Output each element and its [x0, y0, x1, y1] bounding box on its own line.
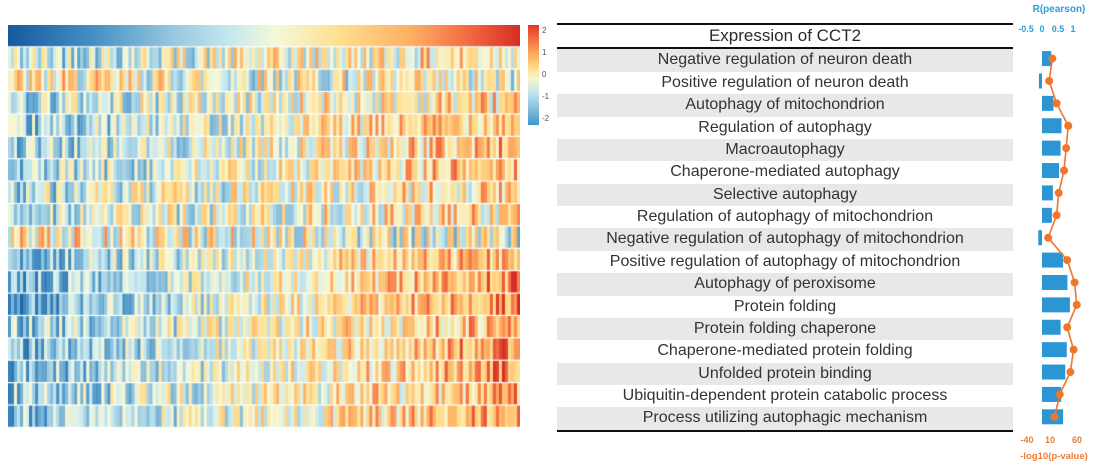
- pvalue-dot: [1069, 345, 1078, 354]
- pearson-bar: [1042, 207, 1052, 223]
- pvalue-dot: [1064, 121, 1073, 130]
- pearson-bar: [1042, 140, 1061, 156]
- colorbar-tick: -2: [542, 114, 550, 123]
- axis-tick: 60: [1071, 435, 1083, 445]
- pathway-label: Autophagy of peroxisome: [557, 273, 1013, 296]
- pathway-label: Chaperone-mediated protein folding: [657, 342, 913, 360]
- pvalue-dot: [1050, 412, 1059, 421]
- pearson-bar: [1042, 319, 1061, 335]
- pvalue-dot: [1063, 323, 1072, 332]
- pearson-bar: [1042, 118, 1062, 134]
- axis-tick: 10: [1044, 435, 1056, 445]
- pathway-label: Protein folding chaperone: [557, 317, 1013, 341]
- pearson-bar: [1042, 163, 1060, 179]
- pvalue-dot: [1060, 166, 1069, 175]
- pvalue-dot: [1055, 390, 1064, 399]
- pvalue-dot: [1070, 278, 1079, 287]
- pathway-label: Ubiquitin-dependent protein catabolic pr…: [622, 387, 948, 405]
- pathway-label: Autophagy of mitochondrion: [557, 94, 1013, 117]
- heatmap-colorbar: [528, 25, 539, 125]
- colorbar-tick: -1: [542, 92, 550, 101]
- axis-tick: 0.5: [1051, 24, 1065, 34]
- pvalue-dot: [1044, 233, 1053, 242]
- pearson-bar: [1042, 185, 1053, 201]
- pvalue-dot: [1048, 54, 1057, 63]
- axis-tick: -40: [1020, 435, 1034, 445]
- pathway-term-list: Negative regulation of neuron death Posit…: [557, 49, 1013, 430]
- pearson-axis-title: R(pearson): [1032, 4, 1086, 15]
- colorbar-tick-labels: 2 1 0 -1 -2: [542, 25, 558, 125]
- pearson-axis-ticks: -0.5 0 0.5 1: [1018, 24, 1098, 37]
- pearson-bar: [1042, 274, 1068, 290]
- pvalue-dot: [1052, 211, 1061, 220]
- pvalue-axis-ticks: -40 10 60: [1020, 436, 1098, 448]
- pearson-bar: [1042, 342, 1067, 358]
- pathway-label: Selective autophagy: [557, 183, 1013, 207]
- pvalue-dot: [1072, 300, 1081, 309]
- pathway-label: Macroautophagy: [557, 138, 1013, 162]
- pvalue-dot: [1054, 188, 1063, 197]
- pvalue-axis-title: -log10(p-value): [1020, 451, 1088, 462]
- pvalue-line: [1047, 58, 1078, 417]
- correlation-bar-line-chart: [1038, 51, 1081, 425]
- axis-tick: -0.5: [1018, 24, 1034, 34]
- pvalue-dot: [1066, 368, 1075, 377]
- axis-tick: 0: [1039, 24, 1045, 34]
- pathway-label: Negative regulation of neuron death: [557, 49, 1013, 72]
- pvalue-dot: [1052, 99, 1061, 108]
- pearson-bar: [1042, 386, 1062, 402]
- axis-tick: 1: [1070, 24, 1076, 34]
- pathway-label: Negative regulation of autophagy of mito…: [557, 228, 1013, 251]
- pearson-bar: [1042, 364, 1066, 380]
- pearson-bar: [1042, 95, 1054, 111]
- pathway-label: Protein folding: [733, 297, 837, 315]
- expression-heatmap: [8, 25, 520, 428]
- pathway-label: Positive regulation of neuron death: [661, 73, 909, 91]
- panel-header-title: Expression of CCT2: [557, 25, 1013, 50]
- colorbar-tick: 2: [542, 26, 547, 35]
- colorbar-tick: 1: [542, 48, 547, 57]
- pvalue-dot: [1062, 144, 1071, 153]
- pathway-label: Regulation of autophagy: [698, 118, 872, 136]
- pearson-bar: [1042, 297, 1070, 313]
- pvalue-dot: [1045, 76, 1054, 85]
- pathway-label: Regulation of autophagy of mitochondrion: [636, 208, 934, 226]
- pearson-bar: [1042, 51, 1052, 67]
- pathway-label: Positive regulation of autophagy of mito…: [609, 252, 961, 270]
- pathway-label-panel: Expression of CCT2 Negative regulation o…: [557, 23, 1013, 432]
- pearson-bar: [1038, 230, 1042, 246]
- pathway-label: Chaperone-mediated autophagy: [670, 163, 900, 181]
- pearson-bar: [1038, 73, 1042, 89]
- pathway-label: Process utilizing autophagic mechanism: [557, 407, 1013, 430]
- pathway-label: Unfolded protein binding: [557, 362, 1013, 386]
- pearson-bar: [1042, 252, 1064, 268]
- pvalue-dot: [1063, 256, 1072, 265]
- colorbar-tick: 0: [542, 70, 547, 79]
